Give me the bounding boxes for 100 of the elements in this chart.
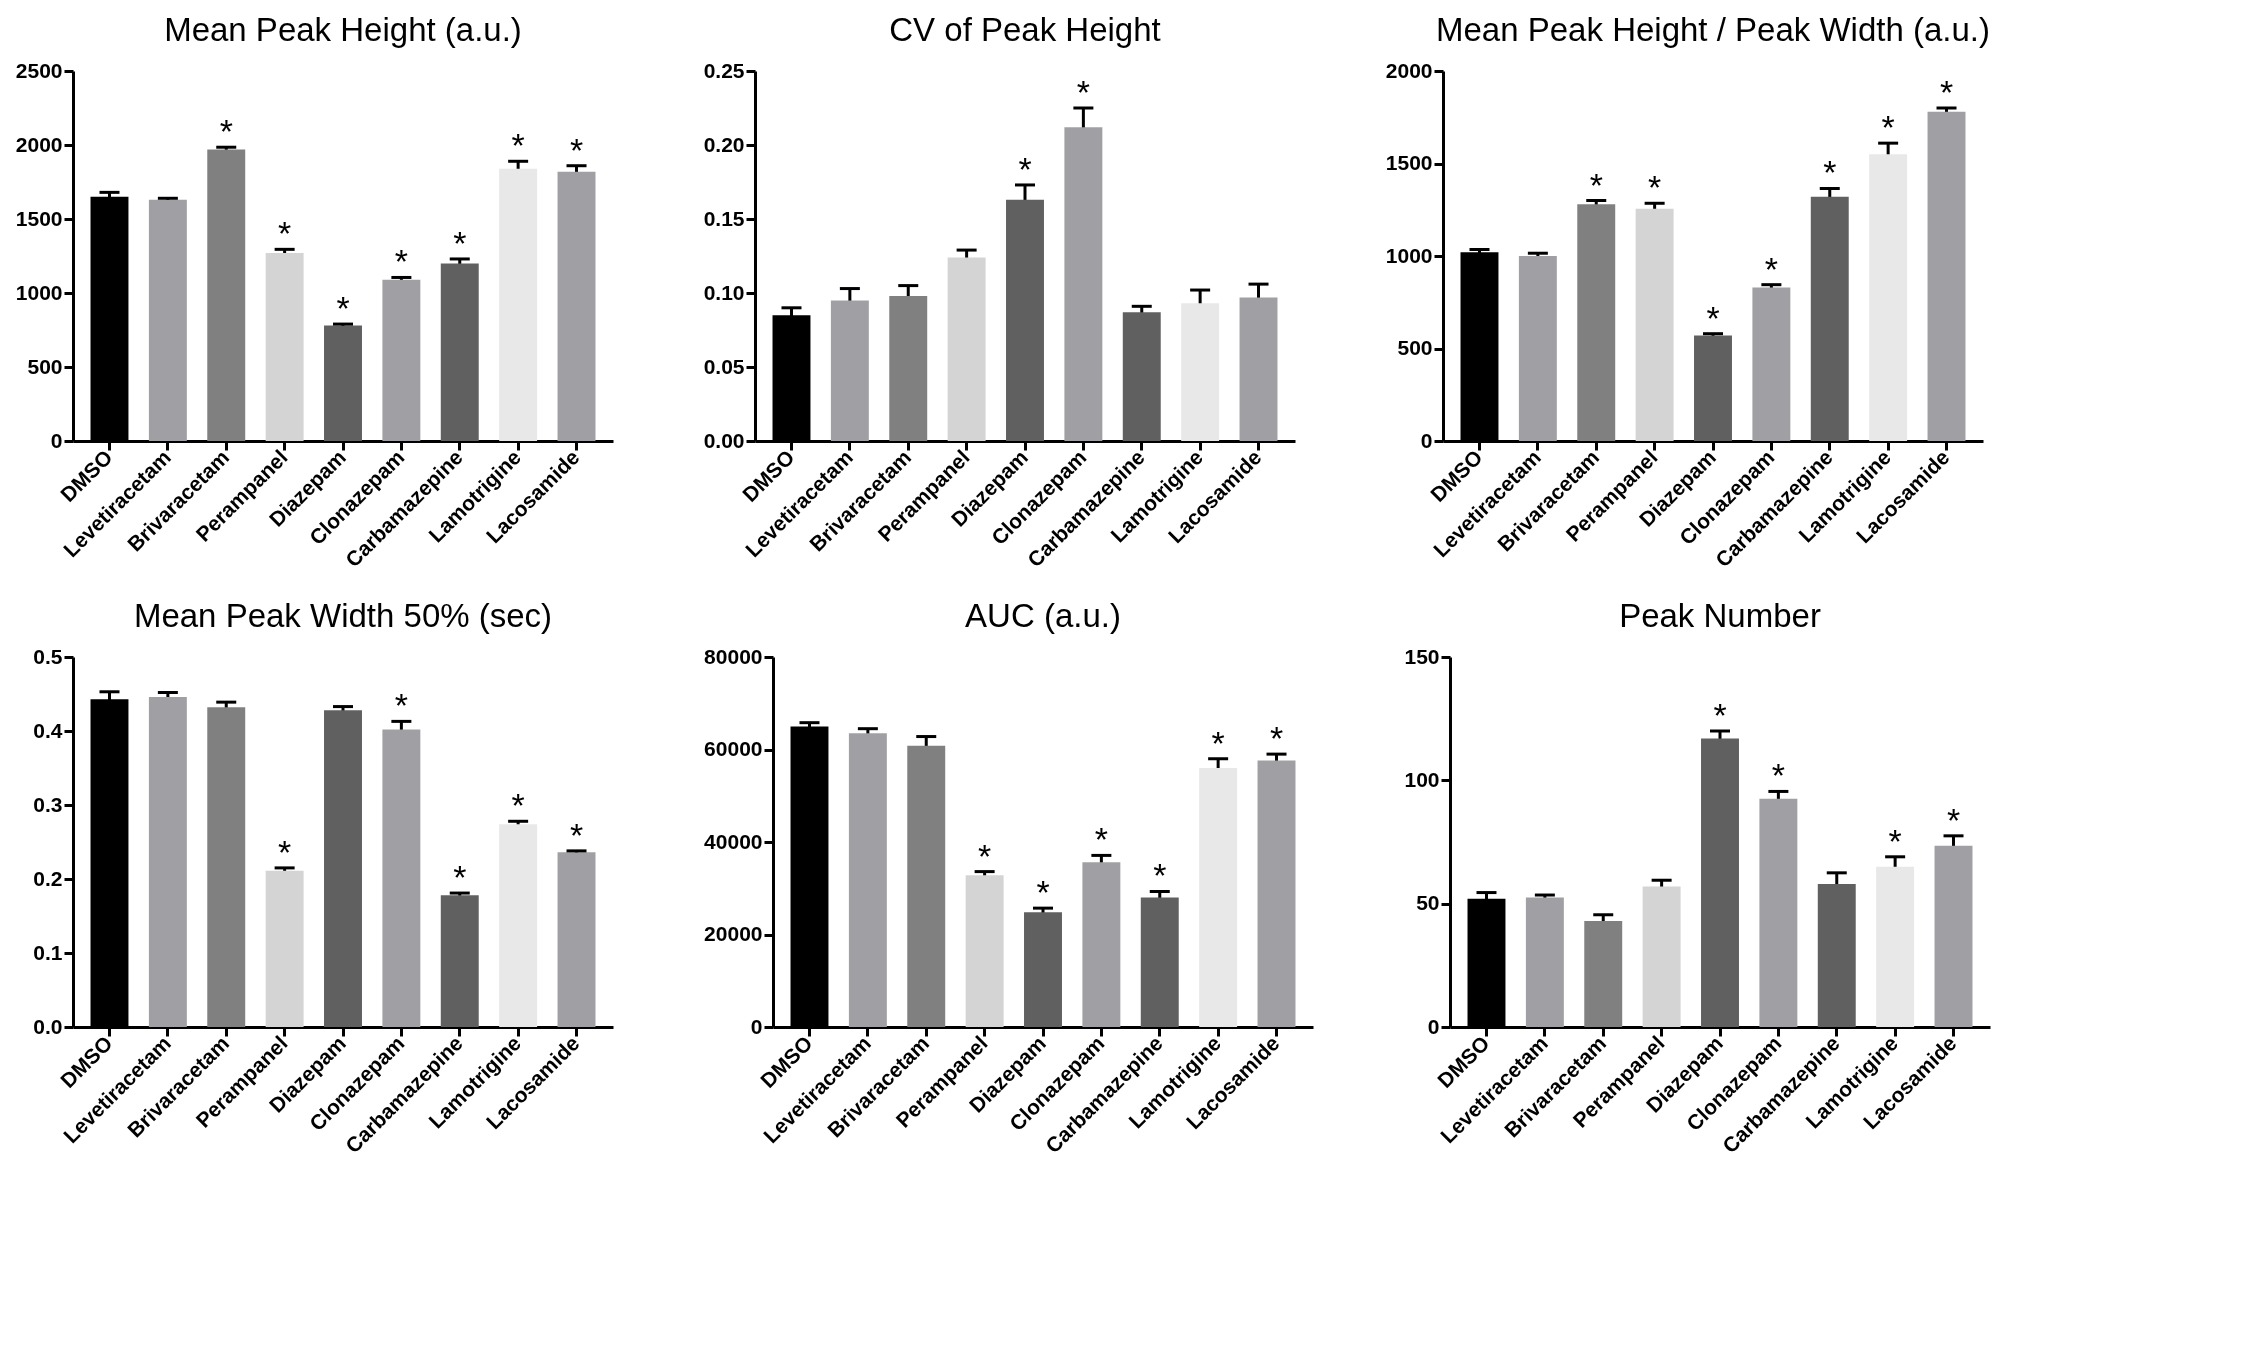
bar	[1239, 297, 1278, 441]
bar	[1635, 208, 1674, 441]
bar	[1642, 886, 1681, 1027]
bar	[1934, 845, 1973, 1027]
bar	[1082, 862, 1121, 1027]
y-tick-label: 0.05	[703, 354, 745, 378]
data-label: *	[1153, 856, 1167, 895]
y-tick-label: 150	[1404, 644, 1440, 668]
chart-title: Mean Peak Width 50% (sec)	[133, 597, 553, 634]
bar	[499, 824, 538, 1027]
bar	[440, 263, 479, 441]
y-tick-label: 0.3	[33, 792, 63, 816]
data-label: *	[511, 786, 525, 825]
data-label: *	[1881, 108, 1895, 147]
bar	[889, 295, 928, 441]
y-tick-label: 0.2	[33, 866, 63, 890]
y-tick-label: 0	[1420, 428, 1433, 452]
data-label: *	[1648, 168, 1662, 207]
bar	[557, 171, 596, 441]
y-tick-label: 0.15	[703, 206, 745, 230]
y-tick-label: 500	[27, 354, 63, 378]
bar	[1577, 204, 1616, 441]
bar	[1181, 303, 1220, 441]
bar	[1584, 920, 1623, 1027]
bar	[557, 852, 596, 1027]
data-label: *	[569, 815, 584, 854]
y-tick-label: 2000	[15, 132, 63, 156]
bar	[324, 710, 362, 1027]
data-label: *	[1076, 73, 1090, 111]
data-label: *	[1946, 800, 1961, 839]
data-label: *	[1706, 298, 1720, 337]
data-label: *	[453, 858, 467, 897]
data-label: *	[1939, 73, 1954, 111]
data-label: *	[1713, 696, 1727, 734]
y-tick-label: 60000	[704, 737, 763, 760]
bar	[1927, 111, 1966, 441]
bar	[1876, 866, 1915, 1027]
y-tick-label: 40000	[704, 829, 763, 853]
bar	[1701, 738, 1739, 1027]
y-tick-label: 100	[1404, 767, 1440, 791]
y-tick-label: 0.0	[33, 1014, 63, 1038]
bar	[1006, 199, 1044, 441]
data-label: *	[1211, 723, 1225, 762]
y-tick-label: 20000	[704, 922, 763, 945]
bar	[1869, 154, 1908, 441]
bar	[1024, 912, 1062, 1027]
y-tick-label: 2500	[15, 58, 63, 82]
y-tick-label: 50	[1416, 891, 1440, 915]
bar	[148, 199, 187, 441]
bar	[830, 300, 869, 441]
bar	[1122, 312, 1161, 441]
bar	[1694, 335, 1732, 441]
y-tick-label: 500	[1397, 336, 1433, 359]
bar	[265, 253, 304, 441]
data-label: *	[1036, 873, 1050, 912]
bar	[1817, 883, 1856, 1027]
data-label: *	[1771, 756, 1785, 795]
bar	[265, 870, 304, 1027]
bar	[382, 279, 421, 441]
data-label: *	[1764, 249, 1778, 288]
bar	[440, 895, 479, 1027]
y-tick-label: 0.5	[33, 644, 63, 668]
y-tick-label: 0.10	[703, 280, 745, 304]
data-label: *	[453, 223, 467, 262]
bar	[1759, 798, 1798, 1027]
data-label: *	[978, 836, 992, 875]
y-tick-label: 0.00	[703, 428, 745, 452]
bar	[947, 257, 986, 441]
bar	[848, 733, 887, 1027]
y-tick-label: 2000	[1385, 58, 1433, 82]
data-label: *	[278, 832, 292, 871]
y-tick-label: 0	[750, 1014, 763, 1038]
data-label: *	[1094, 820, 1108, 859]
bar	[499, 168, 538, 441]
data-label: *	[1018, 149, 1032, 188]
bar	[148, 696, 187, 1027]
data-label: *	[278, 214, 292, 253]
bar	[1199, 768, 1238, 1027]
bar	[1257, 760, 1296, 1027]
chart-title: CV of Peak Height	[889, 11, 1161, 48]
data-label: *	[1823, 153, 1837, 192]
bar	[207, 707, 246, 1027]
y-tick-label: 1500	[1385, 151, 1433, 174]
data-label: *	[394, 242, 408, 281]
data-label: *	[394, 686, 408, 725]
data-label: *	[219, 112, 233, 151]
bar	[1064, 127, 1103, 441]
chart-title: AUC (a.u.)	[965, 597, 1121, 634]
y-tick-label: 0.20	[703, 132, 745, 156]
data-label: *	[336, 289, 350, 328]
bar	[207, 149, 246, 441]
data-label: *	[569, 130, 584, 169]
y-tick-label: 0	[1427, 1014, 1440, 1038]
y-tick-label: 1000	[15, 280, 63, 304]
data-label: *	[1269, 719, 1284, 758]
y-tick-label: 0.1	[33, 940, 63, 964]
data-label: *	[1888, 821, 1902, 860]
bar	[1752, 287, 1791, 441]
y-tick-label: 1000	[1385, 243, 1433, 267]
bar	[965, 875, 1004, 1027]
